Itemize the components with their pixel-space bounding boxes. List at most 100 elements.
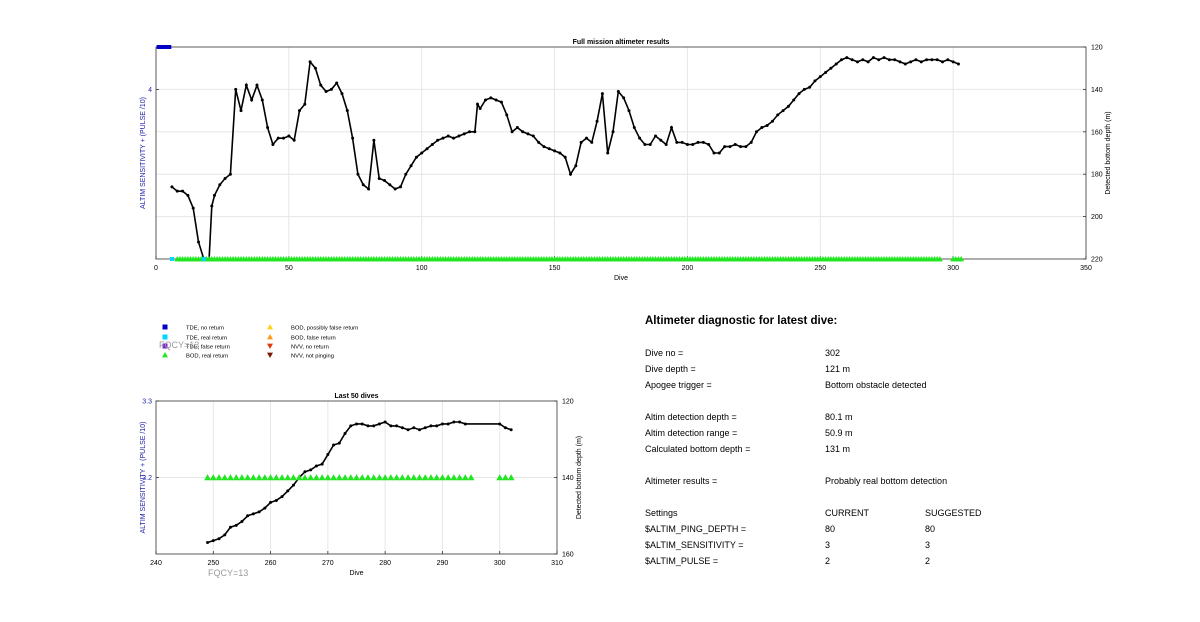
bottom-depth-point: [234, 87, 238, 91]
bottom-depth-point: [335, 81, 339, 85]
legend-triangle-up-marker: [267, 324, 273, 330]
bottom-depth-point: [956, 62, 960, 66]
bottom-depth-point: [388, 183, 392, 187]
bottom-depth-point: [223, 176, 227, 180]
bottom-depth-point: [483, 98, 487, 102]
bottom-depth-point: [356, 172, 360, 176]
bottom-depth-point: [553, 149, 557, 153]
chart-title: Last 50 dives: [335, 393, 379, 400]
x-tick-label: 290: [437, 560, 449, 567]
bottom-depth-point: [303, 102, 307, 106]
x-tick-label: 150: [549, 265, 561, 272]
bod-real-return-marker: [456, 474, 464, 481]
bod-real-return-marker: [318, 474, 326, 481]
bod-real-return-marker: [221, 474, 229, 481]
bottom-depth-point: [861, 58, 865, 62]
bod-real-return-marker: [227, 474, 234, 481]
bottom-depth-point: [739, 145, 743, 149]
bottom-depth-point: [389, 424, 393, 428]
x-tick-label: 100: [416, 265, 428, 272]
bottom-depth-point: [478, 106, 482, 110]
bottom-depth-point: [531, 134, 535, 138]
bod-real-return-marker: [238, 474, 246, 481]
bottom-depth-point: [659, 138, 663, 142]
bod-real-return-marker: [301, 474, 309, 481]
setting-name: $ALTIM_PULSE =: [645, 556, 719, 566]
bod-real-return-marker: [209, 474, 217, 481]
bottom-depth-point: [509, 428, 513, 432]
fqcy-label-overlap: FQCY=13: [159, 340, 199, 350]
bod-real-return-marker: [936, 256, 943, 262]
bottom-depth-point: [563, 155, 567, 159]
fqcy-label: FQCY=13: [208, 568, 248, 578]
bottom-depth-point: [446, 422, 450, 426]
bottom-depth-point: [866, 60, 870, 64]
apogee-trigger-label: Apogee trigger =: [645, 380, 712, 390]
bottom-depth-point: [941, 60, 945, 64]
y-right-tick-label: 120: [562, 399, 574, 406]
bottom-depth-point: [319, 83, 323, 87]
bottom-depth-point: [468, 130, 472, 134]
bottom-depth-point: [377, 422, 381, 426]
bottom-depth-point: [228, 525, 232, 529]
legend-label: BOD, real return: [186, 354, 228, 360]
y-right-tick-label: 200: [1091, 214, 1103, 221]
bottom-depth-point: [542, 145, 546, 149]
bod-real-return-marker: [381, 474, 389, 481]
bottom-depth-point: [430, 143, 434, 147]
bod-real-return-marker: [215, 474, 223, 481]
bottom-depth-point: [276, 136, 280, 140]
bottom-depth-point: [446, 134, 450, 138]
bottom-depth-point: [404, 172, 408, 176]
bod-real-return-marker: [232, 474, 240, 481]
legend-square-marker: [162, 324, 168, 330]
bod-real-return-marker: [416, 474, 423, 481]
bottom-depth-point: [217, 537, 221, 541]
y-right-tick-label: 140: [562, 475, 574, 482]
bod-real-return-marker: [433, 474, 441, 481]
bottom-depth-point: [170, 185, 174, 189]
x-tick-label: 50: [285, 265, 293, 272]
plot-frame: [155, 46, 1087, 260]
bottom-depth-point: [349, 424, 353, 428]
bod-real-return-marker: [364, 474, 372, 481]
bottom-depth-point: [412, 426, 416, 430]
bottom-depth-point: [212, 193, 216, 197]
bottom-depth-point: [175, 189, 179, 193]
bod-real-return-marker: [335, 474, 343, 481]
setting-current: 3: [825, 540, 831, 550]
bottom-depth-point: [691, 143, 695, 147]
legend-label: BOD, false return: [291, 336, 336, 342]
bottom-depth-point: [395, 424, 399, 428]
bottom-depth-point: [367, 187, 371, 191]
results-label: Altimeter results =: [645, 476, 718, 486]
current-header: CURRENT: [825, 508, 869, 518]
bod-real-return-marker: [467, 474, 475, 481]
bottom-depth-point: [882, 56, 886, 60]
bottom-depth-point: [802, 87, 806, 91]
bod-real-return-marker: [261, 474, 269, 481]
y-right-axis-label: Detected bottom depth (m): [1105, 111, 1112, 194]
bod-real-return-marker: [410, 474, 418, 481]
bottom-depth-point: [845, 56, 849, 60]
tde-no-return-marker: [156, 45, 161, 49]
bottom-depth-point: [351, 136, 355, 140]
y-right-tick-label: 220: [1091, 257, 1103, 264]
setting-current: 80: [825, 524, 836, 534]
bottom-depth-point: [313, 66, 317, 70]
legend-label: BOD, possibly false return: [291, 326, 358, 332]
bottom-depth-point: [181, 189, 185, 193]
bottom-depth-point: [282, 136, 286, 140]
bottom-depth-point: [409, 164, 413, 168]
bottom-depth-point: [414, 155, 418, 159]
bottom-depth-point: [440, 422, 444, 426]
bottom-depth-point: [239, 109, 243, 113]
bottom-depth-point: [855, 60, 859, 64]
bottom-depth-point: [547, 147, 551, 151]
bottom-depth-point: [425, 147, 429, 151]
bottom-depth-point: [197, 240, 201, 244]
x-tick-label: 200: [682, 265, 694, 272]
bottom-depth-point: [600, 92, 604, 96]
results-value: Probably real bottom detection: [825, 476, 948, 486]
legend-triangle-down-marker: [267, 343, 273, 349]
